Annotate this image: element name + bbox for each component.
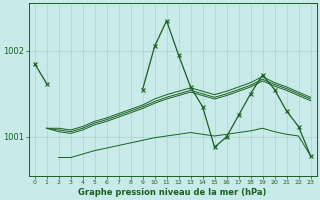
X-axis label: Graphe pression niveau de la mer (hPa): Graphe pression niveau de la mer (hPa) (78, 188, 267, 197)
